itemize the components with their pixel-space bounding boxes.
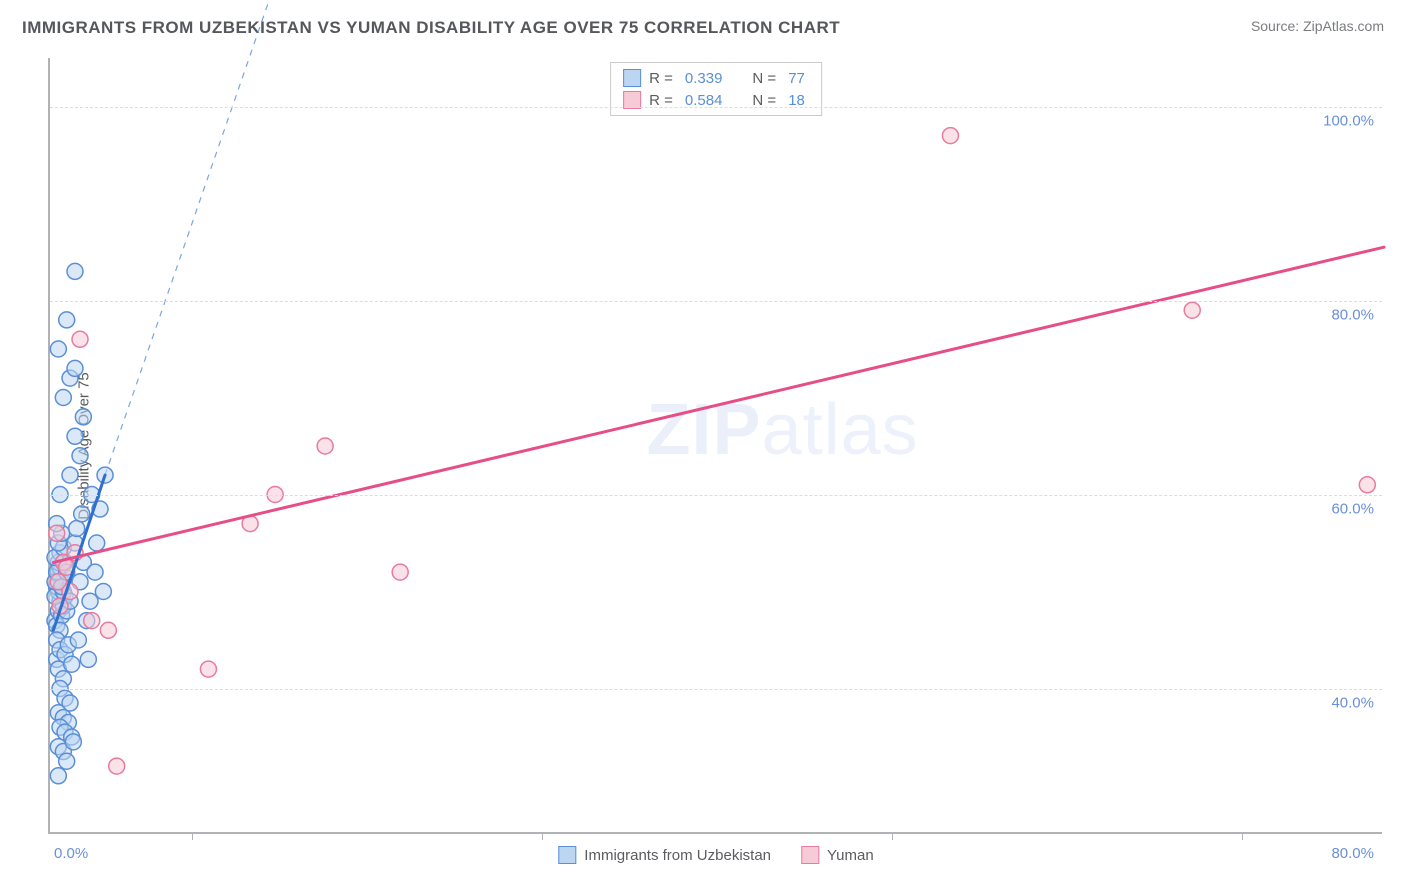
stat-n-value: 77 [788,70,805,87]
x-tick-label: 80.0% [1331,845,1374,862]
trend-line-extension [105,0,433,475]
chart-plot-area: ZIPatlas R =0.339N =77R =0.584N =18 Immi… [48,58,1382,834]
scatter-point [65,734,81,750]
gridline-horizontal [50,301,1382,302]
scatter-point [62,467,78,483]
chart-title: IMMIGRANTS FROM UZBEKISTAN VS YUMAN DISA… [22,18,840,38]
y-tick-label: 80.0% [1331,306,1374,323]
scatter-point [100,622,116,638]
stat-r-value: 0.339 [685,70,723,87]
trend-line [53,247,1384,562]
stat-n-label: N = [752,70,776,87]
scatter-point [64,656,80,672]
scatter-point [84,613,100,629]
legend-swatch [801,846,819,864]
scatter-point [200,661,216,677]
y-tick-label: 40.0% [1331,694,1374,711]
y-tick-label: 60.0% [1331,500,1374,517]
scatter-point [95,584,111,600]
legend-item: Immigrants from Uzbekistan [558,846,771,864]
scatter-point [75,409,91,425]
x-tick [1242,832,1243,840]
scatter-point [1184,302,1200,318]
scatter-svg [50,58,1382,832]
source-name: ZipAtlas.com [1303,18,1384,34]
scatter-point [80,651,96,667]
legend-label: Immigrants from Uzbekistan [584,847,771,864]
scatter-point [392,564,408,580]
x-tick [542,832,543,840]
x-tick-label: 0.0% [54,845,88,862]
scatter-point [317,438,333,454]
scatter-point [89,535,105,551]
gridline-horizontal [50,495,1382,496]
source-prefix: Source: [1251,18,1299,34]
stat-r-label: R = [649,70,673,87]
scatter-point [72,448,88,464]
stats-row: R = 0.339 N = 77 [623,67,809,89]
x-tick [192,832,193,840]
scatter-point [67,263,83,279]
scatter-point [50,341,66,357]
gridline-horizontal [50,689,1382,690]
legend-item: Yuman [801,846,874,864]
scatter-point [109,758,125,774]
source-label: Source: ZipAtlas.com [1251,18,1384,34]
scatter-point [72,331,88,347]
series-swatch [623,69,641,87]
scatter-point [74,506,90,522]
scatter-point [69,520,85,536]
scatter-point [70,632,86,648]
gridline-horizontal [50,107,1382,108]
legend-label: Yuman [827,847,874,864]
scatter-point [67,428,83,444]
scatter-point [67,360,83,376]
legend-swatch [558,846,576,864]
scatter-point [87,564,103,580]
legend-bottom: Immigrants from Uzbekistan Yuman [558,846,873,864]
scatter-point [1359,477,1375,493]
scatter-point [59,312,75,328]
x-tick [892,832,893,840]
scatter-point [55,390,71,406]
scatter-point [82,593,98,609]
scatter-point [49,525,65,541]
scatter-point [59,753,75,769]
stats-row: R =0.584N =18 [623,89,809,111]
y-tick-label: 100.0% [1323,112,1374,129]
scatter-point [50,768,66,784]
stats-legend-box: R = 0.339 N = 77 R =0.584N =18 [610,62,822,116]
scatter-point [942,128,958,144]
